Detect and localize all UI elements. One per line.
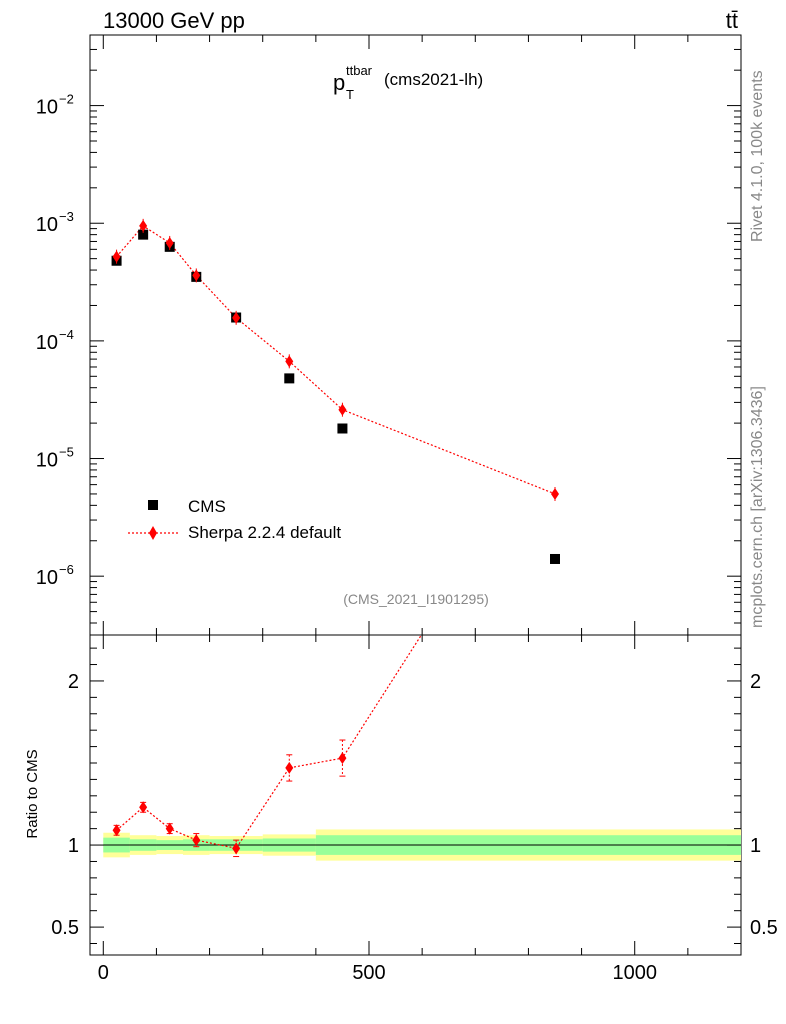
process-label: tt̄ xyxy=(726,8,738,33)
mc-ratio-point xyxy=(192,834,201,847)
main-y-tick-label: 10 xyxy=(36,97,58,119)
mc-ratio-point xyxy=(112,824,121,837)
ratio-plot-marks xyxy=(112,421,559,858)
cms-data-point xyxy=(337,423,348,434)
ratio-y-axis-label: Ratio to CMS xyxy=(24,749,41,838)
legend-sherpa-marker xyxy=(149,526,157,540)
main-y-tick-exponent: −2 xyxy=(59,92,74,107)
mc-ratio-point xyxy=(139,801,148,814)
mc-data-point xyxy=(112,250,121,263)
ratio-y-tick-label-left: 0.5 xyxy=(51,917,79,939)
mc-data-point xyxy=(338,403,347,416)
ratio-y-tick-label-left: 1 xyxy=(68,835,79,857)
x-tick-label: 1000 xyxy=(612,962,657,984)
mc-ratio-point xyxy=(285,761,294,774)
main-y-tick-label: 10 xyxy=(36,567,58,589)
main-y-tick-exponent: −5 xyxy=(59,445,74,460)
main-y-tick-exponent: −6 xyxy=(59,562,74,577)
ratio-uncertainty-band xyxy=(103,829,741,861)
mc-data-point xyxy=(285,355,294,368)
x-tick-label: 0 xyxy=(98,962,109,984)
analysis-id: (CMS_2021_I1901295) xyxy=(343,591,489,607)
main-y-tick-label: 10 xyxy=(36,450,58,472)
mc-data-point xyxy=(551,487,559,500)
title-superscript: ttbar xyxy=(346,63,373,78)
title-main: p xyxy=(333,70,345,95)
main-y-tick-exponent: −3 xyxy=(59,209,74,224)
main-plot-marks xyxy=(111,218,560,564)
plot-title: p ttbar T (cms2021-lh) xyxy=(333,63,483,102)
mc-data-point xyxy=(192,269,201,282)
mc-data-point xyxy=(165,236,174,249)
ratio-y-tick-label-right: 1 xyxy=(750,835,761,857)
title-suffix: (cms2021-lh) xyxy=(384,70,483,89)
legend-cms-label: CMS xyxy=(188,497,226,516)
legend: CMS Sherpa 2.2.4 default xyxy=(128,497,341,542)
cms-data-point xyxy=(550,553,560,564)
cms-data-point xyxy=(138,229,149,240)
x-tick-label: 500 xyxy=(352,962,385,984)
mc-ratio-point xyxy=(232,842,241,855)
ratio-plot-frame xyxy=(89,634,742,956)
ratio-clipped-group xyxy=(112,421,559,858)
rivet-version-label: Rivet 4.1.0, 100k events xyxy=(749,70,766,242)
energy-label: 13000 GeV pp xyxy=(103,8,245,33)
ratio-y-tick-label-left: 2 xyxy=(68,671,79,693)
mc-line xyxy=(116,225,556,495)
mc-data-point xyxy=(232,311,241,324)
mc-ratio-point xyxy=(551,421,559,433)
title-subscript: T xyxy=(346,87,354,102)
main-plot-frame xyxy=(89,34,742,636)
mc-data-point xyxy=(139,219,148,232)
main-y-tick-label: 10 xyxy=(36,214,58,236)
mc-ratio-point xyxy=(338,752,347,765)
mcplots-label: mcplots.cern.ch [arXiv:1306.3436] xyxy=(749,386,766,628)
ratio-y-tick-label-right: 0.5 xyxy=(750,917,778,939)
mc-ratio-point xyxy=(165,822,174,835)
mc-ratio-line xyxy=(116,635,423,849)
legend-cms-marker xyxy=(148,500,158,510)
main-y-tick-label: 10 xyxy=(36,332,58,354)
ratio-y-tick-label-right: 2 xyxy=(750,671,761,693)
legend-sherpa-label: Sherpa 2.2.4 default xyxy=(188,523,341,542)
main-y-tick-exponent: −4 xyxy=(59,327,74,342)
cms-data-point xyxy=(284,373,295,384)
